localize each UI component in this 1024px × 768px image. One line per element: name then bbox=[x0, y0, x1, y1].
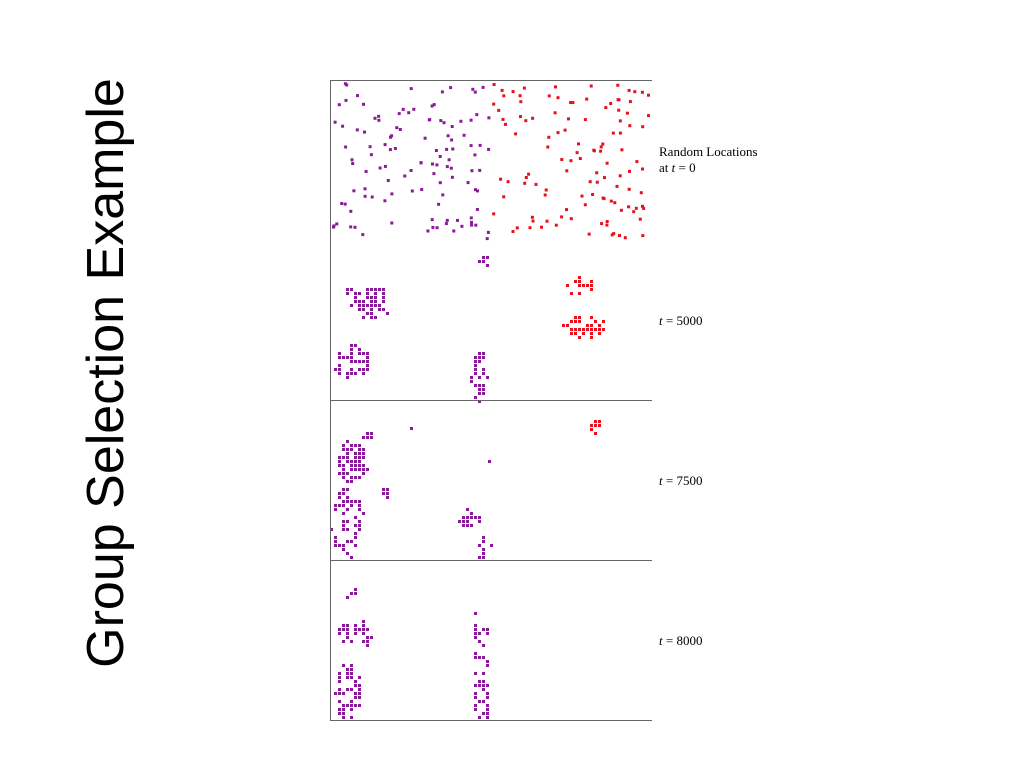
caption-panel-1-line1: Random Locations bbox=[659, 144, 758, 159]
slide-title: Group Selection Example bbox=[77, 78, 135, 668]
agent-dots bbox=[330, 82, 650, 721]
simulation-figure bbox=[330, 80, 652, 721]
caption-panel-1-line2: at t = 0 bbox=[659, 160, 696, 175]
figure-frame bbox=[330, 80, 652, 721]
caption-panel-4: t = 8000 bbox=[659, 633, 703, 648]
simulation-panels bbox=[330, 80, 652, 721]
caption-panel-3: t = 7500 bbox=[659, 473, 703, 488]
caption-panel-1: Random Locations at t = 0 bbox=[659, 144, 758, 176]
caption-panel-2: t = 5000 bbox=[659, 313, 703, 328]
